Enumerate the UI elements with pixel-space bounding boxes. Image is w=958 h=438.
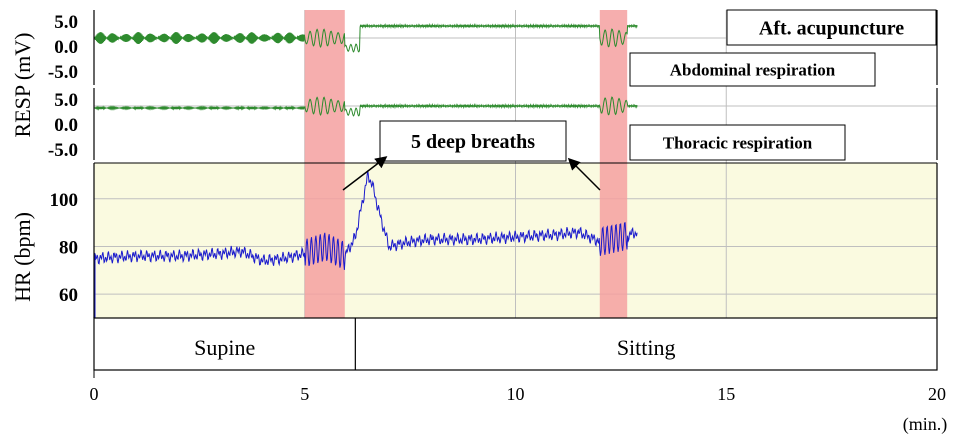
thoracic-respiration-label-box xyxy=(629,124,846,161)
thoracic-respiration-label: Thoracic respiration xyxy=(663,133,813,152)
abdominal-respiration-label: Abdominal respiration xyxy=(670,60,836,79)
resp-tick-label: 5.0 xyxy=(54,90,78,111)
resp-tick-label: -5.0 xyxy=(48,62,78,83)
hr-trace xyxy=(93,170,638,270)
phase-bar xyxy=(93,317,938,371)
hr-tick-label: 60 xyxy=(59,285,78,306)
phase-label: Supine xyxy=(194,335,255,360)
resp-tick-label: 0.0 xyxy=(54,115,78,136)
annotation-arrow-left xyxy=(342,156,388,191)
hr-tick-label: 100 xyxy=(50,190,79,211)
hr-tick-label: 80 xyxy=(59,237,78,258)
deep-breaths-annotation: 5 deep breaths xyxy=(411,131,535,153)
x-tick-label: 10 xyxy=(507,384,525,404)
x-tick-label: 15 xyxy=(717,384,735,404)
resp-tick-label: 0.0 xyxy=(54,37,78,58)
hr-axis-label: HR (bpm) xyxy=(10,212,35,302)
annotation-arrow-right xyxy=(567,157,601,191)
condition-label-box xyxy=(726,9,937,46)
deep-breaths-annotation-box xyxy=(379,120,567,162)
condition-label: Aft. acupuncture xyxy=(759,18,904,40)
resp-tick-label: -5.0 xyxy=(48,140,78,161)
abdominal-respiration-trace xyxy=(93,22,638,53)
abdominal-respiration-label-box xyxy=(629,52,876,87)
x-tick-label: 5 xyxy=(300,384,309,404)
deep-breath-band xyxy=(304,10,345,318)
x-tick-label: 0 xyxy=(90,384,99,404)
resp-axis-label: RESP (mV) xyxy=(10,33,35,138)
thoracic-respiration-trace xyxy=(93,96,638,117)
x-axis-unit-label: (min.) xyxy=(903,414,948,435)
phase-label: Sitting xyxy=(617,335,676,360)
resp-tick-label: 5.0 xyxy=(54,12,78,33)
x-tick-label: 20 xyxy=(928,384,946,404)
deep-breath-band xyxy=(599,10,628,318)
